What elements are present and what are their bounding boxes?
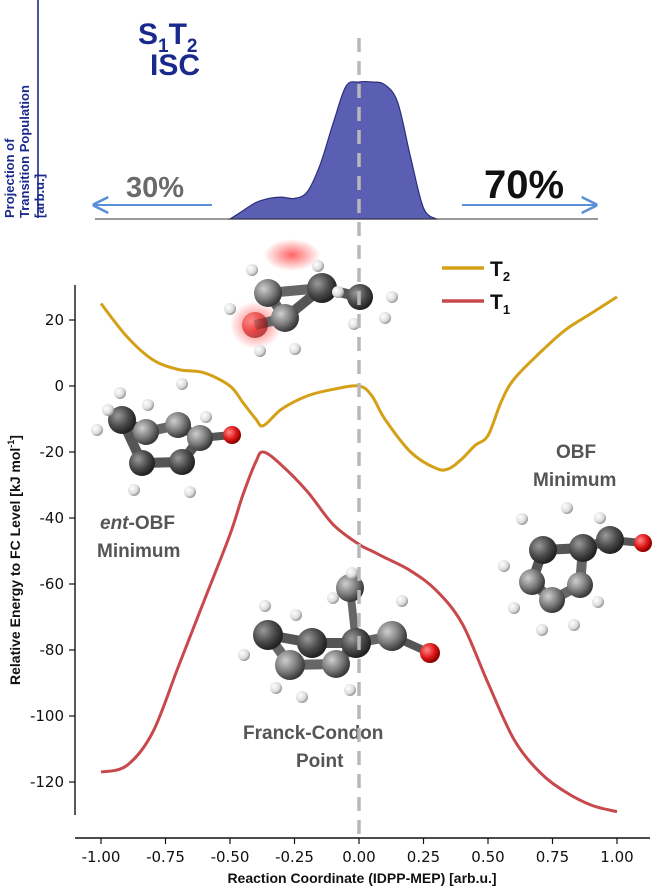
isc-title: S1T2 <box>138 18 198 57</box>
y-tick-label: -120 <box>30 773 64 791</box>
top-ylabel-line-1: Projection of <box>2 138 17 218</box>
legend-t2-label: T2 <box>490 258 510 284</box>
legend: T2 T1 <box>442 258 510 317</box>
x-tick-label: 0.00 <box>342 848 375 866</box>
y-tick-label: -80 <box>40 641 65 659</box>
energy-panel: -1.00 -0.75 -0.50 -0.25 0.00 0.25 0.50 0.75 1.00… <box>6 239 652 886</box>
ent-obf-label-line-2: Minimum <box>97 541 180 562</box>
x-tick-label: 0.75 <box>536 848 569 866</box>
x-tick-label: -1.00 <box>82 848 121 866</box>
y-tick-label: 0 <box>54 377 64 395</box>
x-axis-label: Reaction Coordinate (IDPP-MEP) [arb.u.] <box>227 870 496 886</box>
obf-label: OBF <box>556 442 596 463</box>
left-percent: 30% <box>126 172 184 204</box>
y-tick-label: -40 <box>40 509 65 527</box>
legend-t1-label: T1 <box>490 291 510 317</box>
top-ylabel-line-3: [arb.u.] <box>32 174 47 218</box>
molecule-franck-condon-image <box>238 567 440 703</box>
population-panel: Projection of Transition Population [arb… <box>2 0 598 220</box>
obf-label-line-2: Minimum <box>533 470 616 491</box>
t1-curve <box>100 450 618 814</box>
x-tick-label: -0.75 <box>146 848 185 866</box>
x-tick-label: -0.50 <box>211 848 250 866</box>
molecule-crossing-image <box>224 239 398 357</box>
right-percent: 70% <box>484 163 564 207</box>
fc-label: Franck-Condon <box>243 723 383 744</box>
x-tick-label: 0.25 <box>407 848 440 866</box>
molecule-obf-image <box>498 502 652 636</box>
fc-label-line-2: Point <box>296 751 344 772</box>
y-axis-label: Relative Energy to FC Level [kJ mol-1] <box>6 435 23 685</box>
ent-obf-label: ent-OBF <box>100 513 175 534</box>
molecule-ent-obf-image <box>91 378 241 498</box>
y-tick-label: -100 <box>30 707 64 725</box>
y-tick-label: 20 <box>45 311 64 329</box>
top-ylabel-line-2: Transition Population <box>17 85 32 218</box>
x-ticks: -1.00 -0.75 -0.50 -0.25 0.00 0.25 0.50 0.75 1.00 <box>82 838 634 866</box>
isc-title-line-2: ISC <box>150 49 200 82</box>
x-tick-label: 0.50 <box>471 848 504 866</box>
y-tick-label: -20 <box>40 443 65 461</box>
x-tick-label: -0.25 <box>275 848 314 866</box>
x-tick-label: 1.00 <box>600 848 633 866</box>
t2-curve <box>99 295 618 472</box>
transition-population-area <box>227 80 439 220</box>
y-ticks: 20 0 -20 -40 -60 -80 -100 -120 <box>30 311 75 791</box>
y-tick-label: -60 <box>40 575 65 593</box>
